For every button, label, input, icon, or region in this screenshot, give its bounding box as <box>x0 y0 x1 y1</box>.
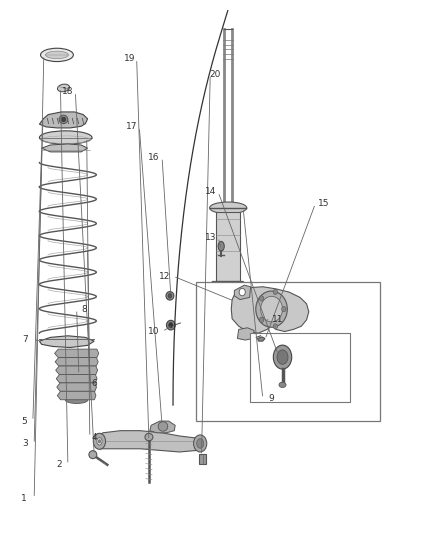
Polygon shape <box>56 366 98 374</box>
Ellipse shape <box>259 296 264 301</box>
Text: 13: 13 <box>205 233 216 241</box>
Polygon shape <box>258 337 265 341</box>
Ellipse shape <box>158 422 168 431</box>
Ellipse shape <box>39 131 92 144</box>
Bar <box>250 333 350 402</box>
Polygon shape <box>56 374 97 383</box>
Text: 3: 3 <box>22 440 28 448</box>
Polygon shape <box>57 383 96 391</box>
Polygon shape <box>231 287 309 333</box>
Ellipse shape <box>259 317 264 322</box>
Ellipse shape <box>261 296 283 322</box>
Bar <box>196 282 380 421</box>
Ellipse shape <box>93 433 106 449</box>
Ellipse shape <box>59 115 68 124</box>
Text: 11: 11 <box>272 316 284 324</box>
Polygon shape <box>39 112 88 128</box>
Ellipse shape <box>166 320 175 330</box>
Ellipse shape <box>262 315 272 325</box>
Bar <box>216 212 240 281</box>
Ellipse shape <box>166 292 174 300</box>
Ellipse shape <box>40 48 74 62</box>
Polygon shape <box>150 421 175 433</box>
Text: 4: 4 <box>92 433 97 441</box>
Ellipse shape <box>265 317 270 322</box>
Text: 1: 1 <box>21 494 27 503</box>
Ellipse shape <box>89 451 97 458</box>
Text: 7: 7 <box>22 335 28 344</box>
Ellipse shape <box>61 117 66 122</box>
Ellipse shape <box>256 291 287 327</box>
Ellipse shape <box>273 345 292 369</box>
Ellipse shape <box>168 293 172 298</box>
Ellipse shape <box>197 439 204 448</box>
Ellipse shape <box>97 438 102 445</box>
Polygon shape <box>234 285 251 300</box>
Polygon shape <box>237 328 254 340</box>
Polygon shape <box>57 391 96 400</box>
Ellipse shape <box>226 294 230 298</box>
Text: 16: 16 <box>148 153 160 161</box>
Ellipse shape <box>218 241 224 251</box>
Bar <box>199 454 206 464</box>
Ellipse shape <box>46 51 68 59</box>
Ellipse shape <box>277 350 288 365</box>
Ellipse shape <box>239 288 245 296</box>
Ellipse shape <box>224 291 232 301</box>
Text: 19: 19 <box>124 54 135 63</box>
Polygon shape <box>42 144 88 152</box>
Ellipse shape <box>209 202 247 214</box>
Polygon shape <box>55 358 98 366</box>
Ellipse shape <box>145 433 153 441</box>
Text: 17: 17 <box>126 123 137 131</box>
Polygon shape <box>207 281 250 310</box>
Ellipse shape <box>98 440 100 443</box>
Text: 6: 6 <box>91 379 97 388</box>
Ellipse shape <box>273 324 278 329</box>
Ellipse shape <box>282 306 286 312</box>
Ellipse shape <box>57 84 70 92</box>
Ellipse shape <box>169 322 173 328</box>
Text: 15: 15 <box>318 199 330 208</box>
Polygon shape <box>55 349 99 358</box>
Ellipse shape <box>273 289 278 295</box>
Polygon shape <box>94 431 204 452</box>
Polygon shape <box>39 336 94 348</box>
Text: 8: 8 <box>81 305 87 313</box>
Text: 12: 12 <box>159 272 170 280</box>
Ellipse shape <box>194 435 207 452</box>
Ellipse shape <box>65 396 88 403</box>
Text: 20: 20 <box>209 70 220 79</box>
Text: 10: 10 <box>148 327 159 336</box>
Text: 2: 2 <box>57 461 62 469</box>
Ellipse shape <box>279 382 286 387</box>
Text: 14: 14 <box>205 188 216 196</box>
Text: 5: 5 <box>21 417 27 425</box>
Text: 9: 9 <box>268 394 275 403</box>
Text: 18: 18 <box>62 87 74 96</box>
